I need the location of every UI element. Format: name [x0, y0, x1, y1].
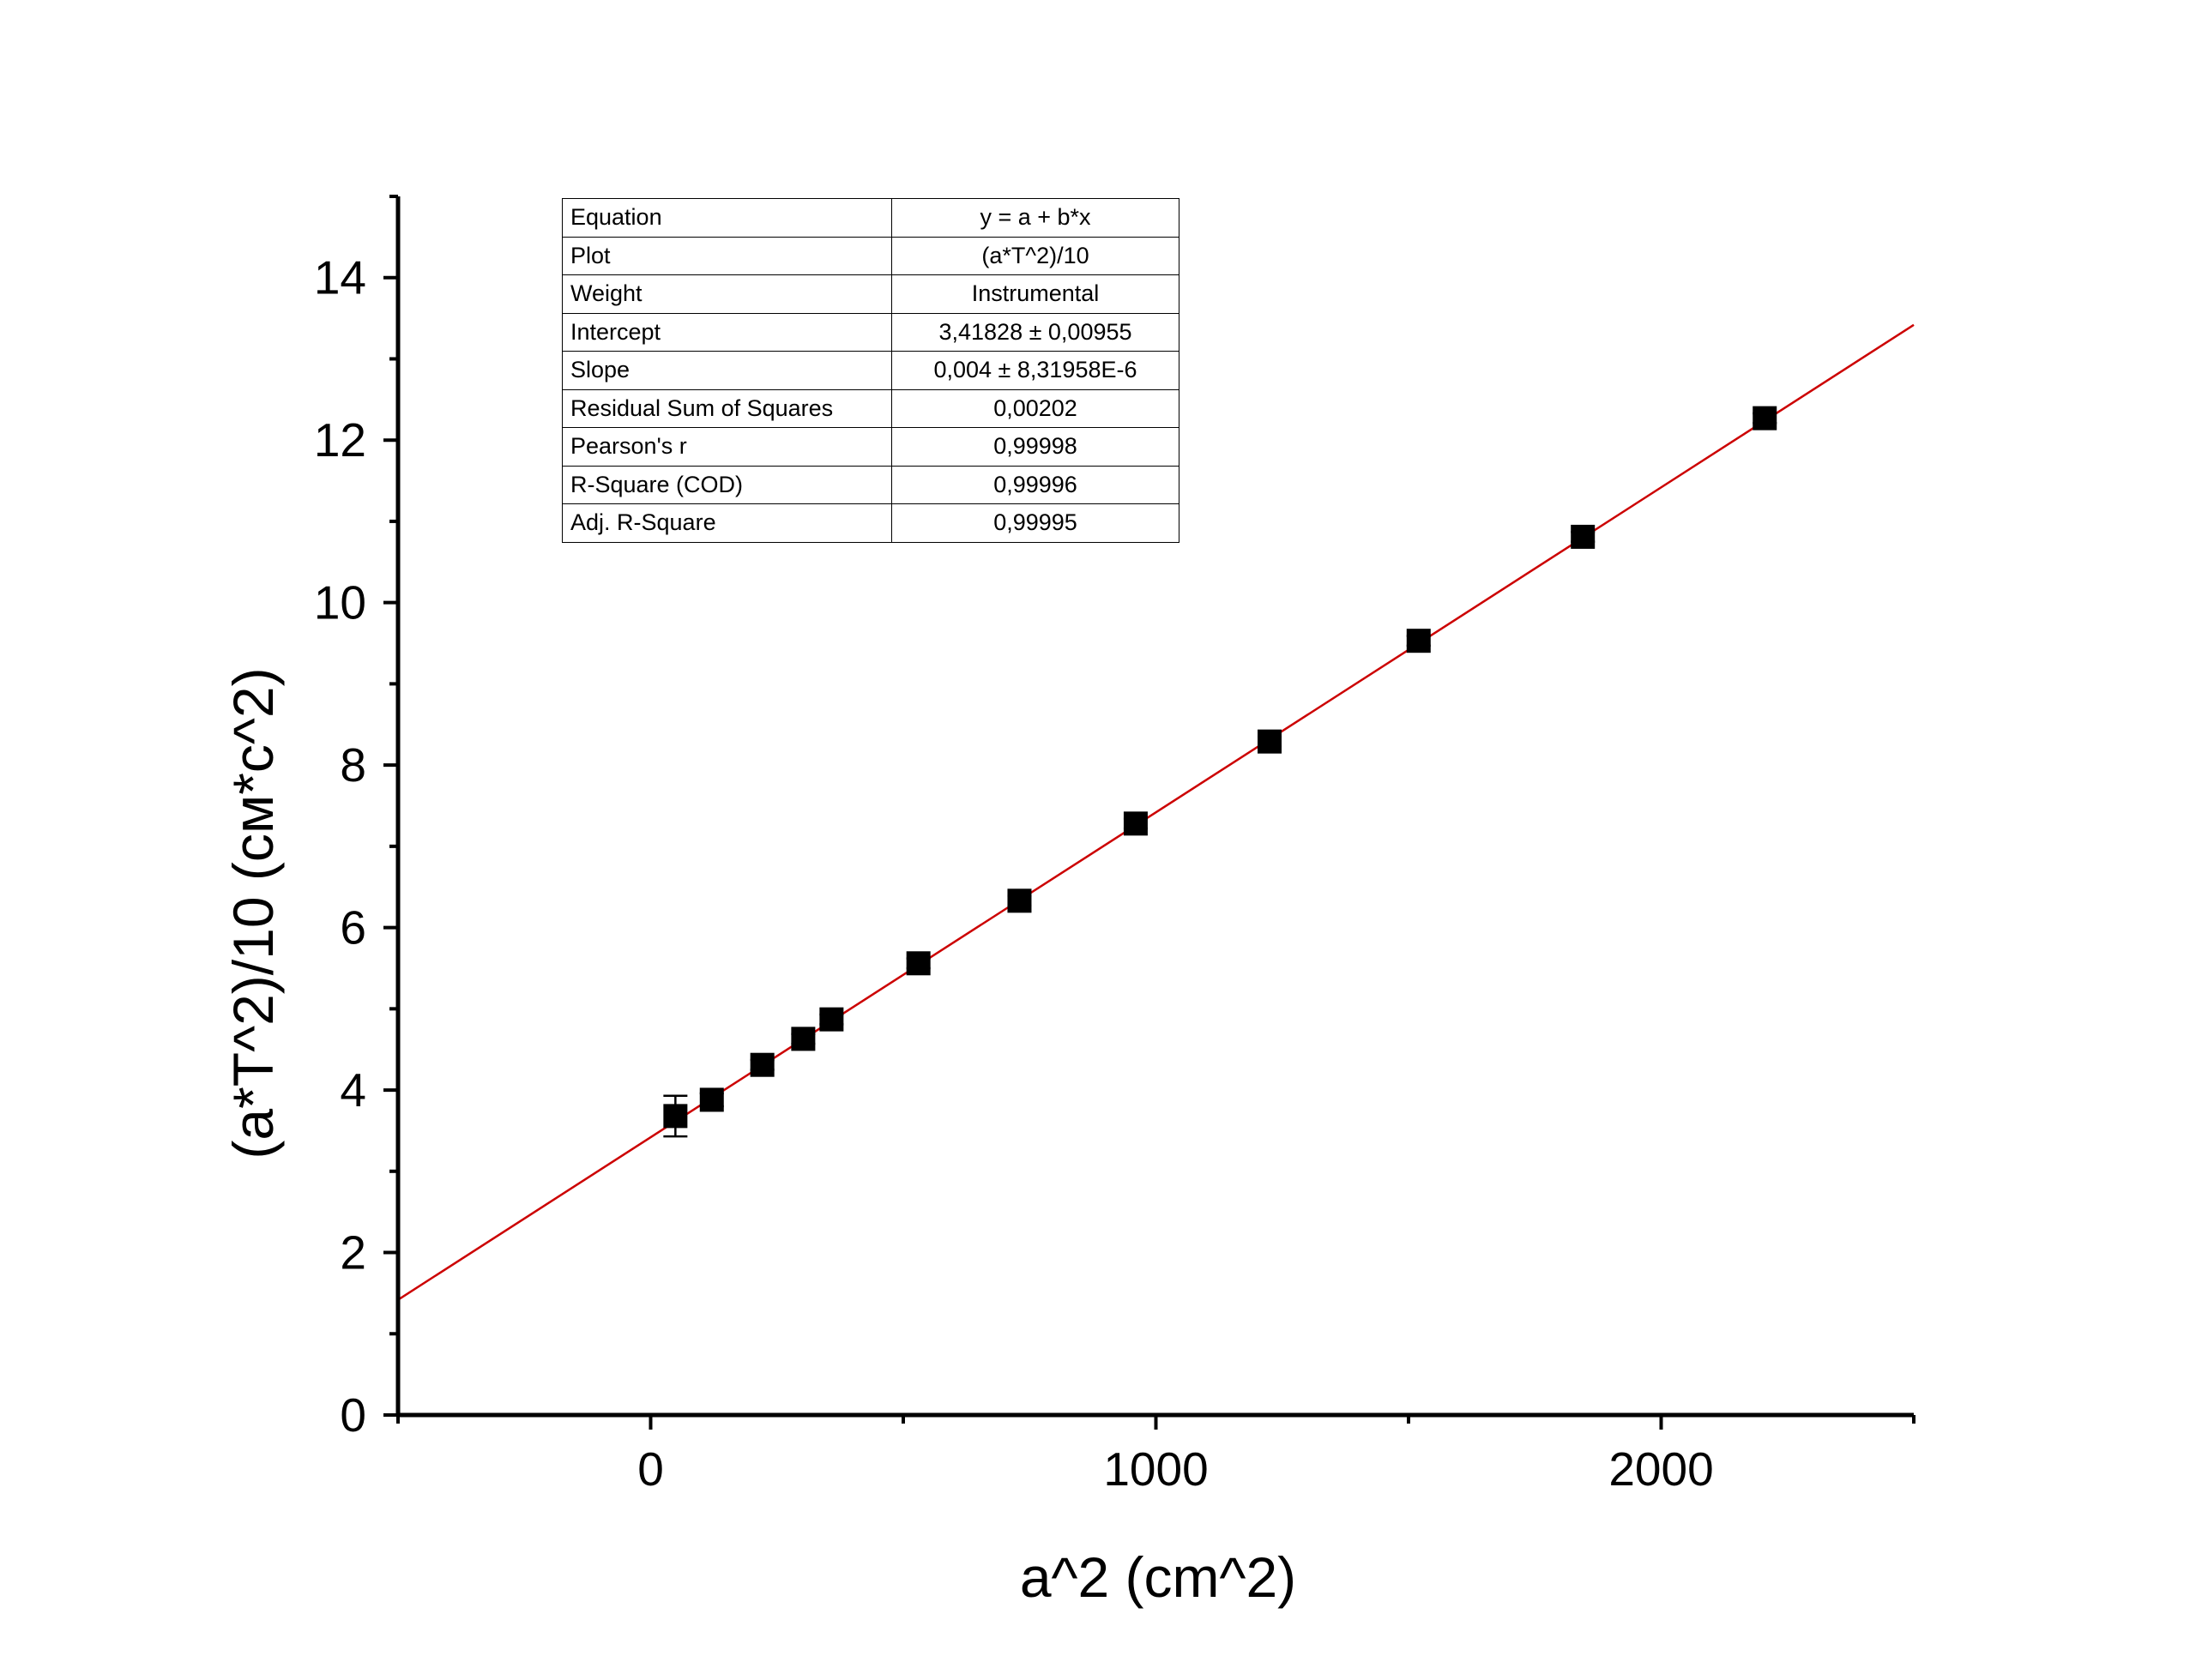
y-tick-label: 12: [314, 413, 366, 467]
fit-table-row: Adj. R-Square 0,99995: [562, 503, 1179, 543]
fit-table-value: (a*T^2)/10: [891, 236, 1179, 275]
data-point: [906, 951, 931, 976]
data-point: [1007, 888, 1032, 913]
data-point: [1753, 406, 1777, 431]
fit-results-table: Equation y = a + b*x Plot (a*T^2)/10 Weight I…: [562, 198, 1179, 543]
data-point: [1571, 524, 1596, 549]
fit-table-row: Equation y = a + b*x: [562, 198, 1179, 238]
fit-table-value: 0,99995: [891, 503, 1179, 543]
fit-table-value: 0,00202: [891, 388, 1179, 428]
fit-table-key: Adj. R-Square: [562, 503, 892, 543]
fit-table-key: R-Square (COD): [562, 465, 892, 504]
fit-table-value: 0,99998: [891, 427, 1179, 467]
fit-table-row: Weight Instrumental: [562, 274, 1179, 314]
x-tick-label: 1000: [1103, 1442, 1208, 1496]
fit-table-key: Slope: [562, 351, 892, 390]
fit-table-value: y = a + b*x: [891, 198, 1179, 238]
data-point: [1123, 811, 1148, 836]
data-point: [791, 1027, 816, 1051]
data-point: [1258, 729, 1282, 754]
y-tick-label: 2: [340, 1226, 366, 1280]
fit-table-row: Plot (a*T^2)/10: [562, 236, 1179, 275]
x-tick-label: 0: [637, 1442, 664, 1496]
y-axis-title: (a*T^2)/10 (см*c^2): [221, 667, 285, 1159]
fit-table-row: Pearson's r 0,99998: [562, 427, 1179, 467]
y-tick-label: 14: [314, 251, 366, 304]
fit-line: [397, 323, 1915, 1301]
y-tick-label: 8: [340, 738, 366, 792]
data-point: [663, 1104, 688, 1129]
fit-table-value: 3,41828 ± 0,00955: [891, 312, 1179, 352]
fit-table-key: Residual Sum of Squares: [562, 388, 892, 428]
fit-line-layer: [397, 323, 1915, 1301]
fit-table-value: 0,004 ± 8,31958E-6: [891, 351, 1179, 390]
fit-table-key: Plot: [562, 236, 892, 275]
data-point: [699, 1087, 724, 1112]
fit-table-key: Pearson's r: [562, 427, 892, 467]
x-tick-label: 2000: [1608, 1442, 1713, 1496]
data-point: [1406, 629, 1431, 653]
y-tick-label: 6: [340, 901, 366, 954]
y-tick-label: 4: [340, 1063, 366, 1117]
x-axis-title: a^2 (cm^2): [1020, 1545, 1296, 1609]
fit-table-row: Intercept 3,41828 ± 0,00955: [562, 312, 1179, 352]
fit-table-row: Residual Sum of Squares 0,00202: [562, 388, 1179, 428]
data-point: [750, 1052, 775, 1077]
y-tick-label: 10: [314, 576, 366, 629]
data-point: [819, 1007, 844, 1032]
data-points: [663, 406, 1777, 1138]
y-tick-label: 0: [340, 1388, 366, 1442]
axis-ticks: 0 1000 2000 0 2 4 6 8 10 12 14: [314, 195, 1915, 1496]
fit-table-value: 0,99996: [891, 465, 1179, 504]
fit-table-value: Instrumental: [891, 274, 1179, 314]
fit-table-key: Intercept: [562, 312, 892, 352]
fit-table-row: R-Square (COD) 0,99996: [562, 465, 1179, 504]
fit-table-key: Weight: [562, 274, 892, 314]
fit-table-row: Slope 0,004 ± 8,31958E-6: [562, 351, 1179, 390]
fit-table-key: Equation: [562, 198, 892, 238]
axes: [395, 196, 1914, 1418]
